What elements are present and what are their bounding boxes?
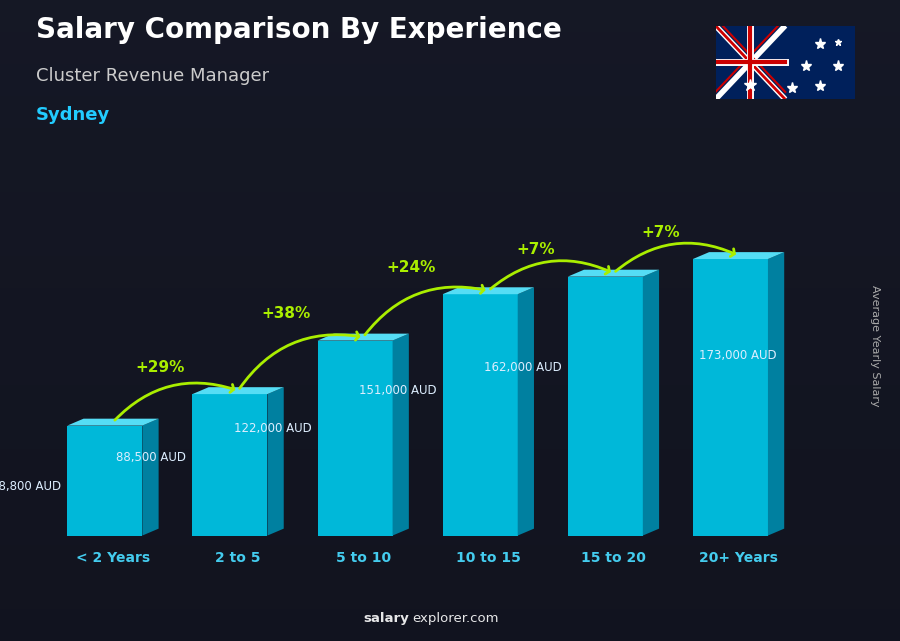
Text: 68,800 AUD: 68,800 AUD bbox=[0, 479, 61, 492]
Text: 162,000 AUD: 162,000 AUD bbox=[483, 361, 562, 374]
Text: 173,000 AUD: 173,000 AUD bbox=[699, 349, 777, 362]
Bar bbox=[0, 224, 900, 256]
Polygon shape bbox=[693, 252, 784, 259]
Text: 122,000 AUD: 122,000 AUD bbox=[233, 422, 311, 435]
Bar bbox=[0, 353, 900, 385]
Text: +7%: +7% bbox=[517, 242, 555, 257]
Polygon shape bbox=[68, 419, 158, 426]
Text: 88,500 AUD: 88,500 AUD bbox=[116, 451, 186, 464]
Polygon shape bbox=[392, 334, 409, 535]
Text: explorer.com: explorer.com bbox=[412, 612, 499, 625]
Polygon shape bbox=[443, 287, 534, 294]
Bar bbox=[0, 256, 900, 288]
Text: 10 to 15: 10 to 15 bbox=[456, 551, 521, 565]
Polygon shape bbox=[68, 426, 142, 535]
Polygon shape bbox=[693, 259, 768, 535]
Text: 151,000 AUD: 151,000 AUD bbox=[359, 384, 436, 397]
Text: 5 to 10: 5 to 10 bbox=[336, 551, 391, 565]
Polygon shape bbox=[568, 277, 643, 535]
Text: Average Yearly Salary: Average Yearly Salary bbox=[869, 285, 880, 407]
Polygon shape bbox=[443, 294, 518, 535]
Polygon shape bbox=[267, 387, 284, 535]
Polygon shape bbox=[142, 419, 158, 535]
Bar bbox=[0, 513, 900, 545]
Bar bbox=[0, 128, 900, 160]
Bar bbox=[0, 96, 900, 128]
Bar bbox=[0, 192, 900, 224]
Text: +29%: +29% bbox=[136, 360, 185, 374]
Text: 20+ Years: 20+ Years bbox=[699, 551, 778, 565]
Polygon shape bbox=[518, 287, 534, 535]
Bar bbox=[0, 0, 900, 32]
Bar bbox=[0, 320, 900, 353]
Bar bbox=[0, 385, 900, 417]
Bar bbox=[0, 32, 900, 64]
Text: Cluster Revenue Manager: Cluster Revenue Manager bbox=[36, 67, 269, 85]
Bar bbox=[0, 545, 900, 577]
Bar bbox=[0, 288, 900, 320]
Bar bbox=[0, 481, 900, 513]
Bar bbox=[0, 417, 900, 449]
Text: 2 to 5: 2 to 5 bbox=[215, 551, 261, 565]
Bar bbox=[0, 160, 900, 192]
Polygon shape bbox=[193, 394, 267, 535]
Text: Sydney: Sydney bbox=[36, 106, 110, 124]
Polygon shape bbox=[318, 334, 409, 340]
Text: +38%: +38% bbox=[261, 306, 310, 321]
Text: salary: salary bbox=[364, 612, 410, 625]
Text: Salary Comparison By Experience: Salary Comparison By Experience bbox=[36, 16, 562, 44]
Text: 15 to 20: 15 to 20 bbox=[581, 551, 646, 565]
Bar bbox=[0, 64, 900, 96]
Text: < 2 Years: < 2 Years bbox=[76, 551, 150, 565]
Polygon shape bbox=[643, 270, 659, 535]
Text: +7%: +7% bbox=[642, 224, 680, 240]
Bar bbox=[0, 609, 900, 641]
Bar bbox=[0, 577, 900, 609]
Polygon shape bbox=[318, 340, 392, 535]
Polygon shape bbox=[193, 387, 284, 394]
Text: +24%: +24% bbox=[386, 260, 436, 275]
Bar bbox=[0, 449, 900, 481]
Polygon shape bbox=[568, 270, 659, 277]
Polygon shape bbox=[768, 252, 784, 535]
